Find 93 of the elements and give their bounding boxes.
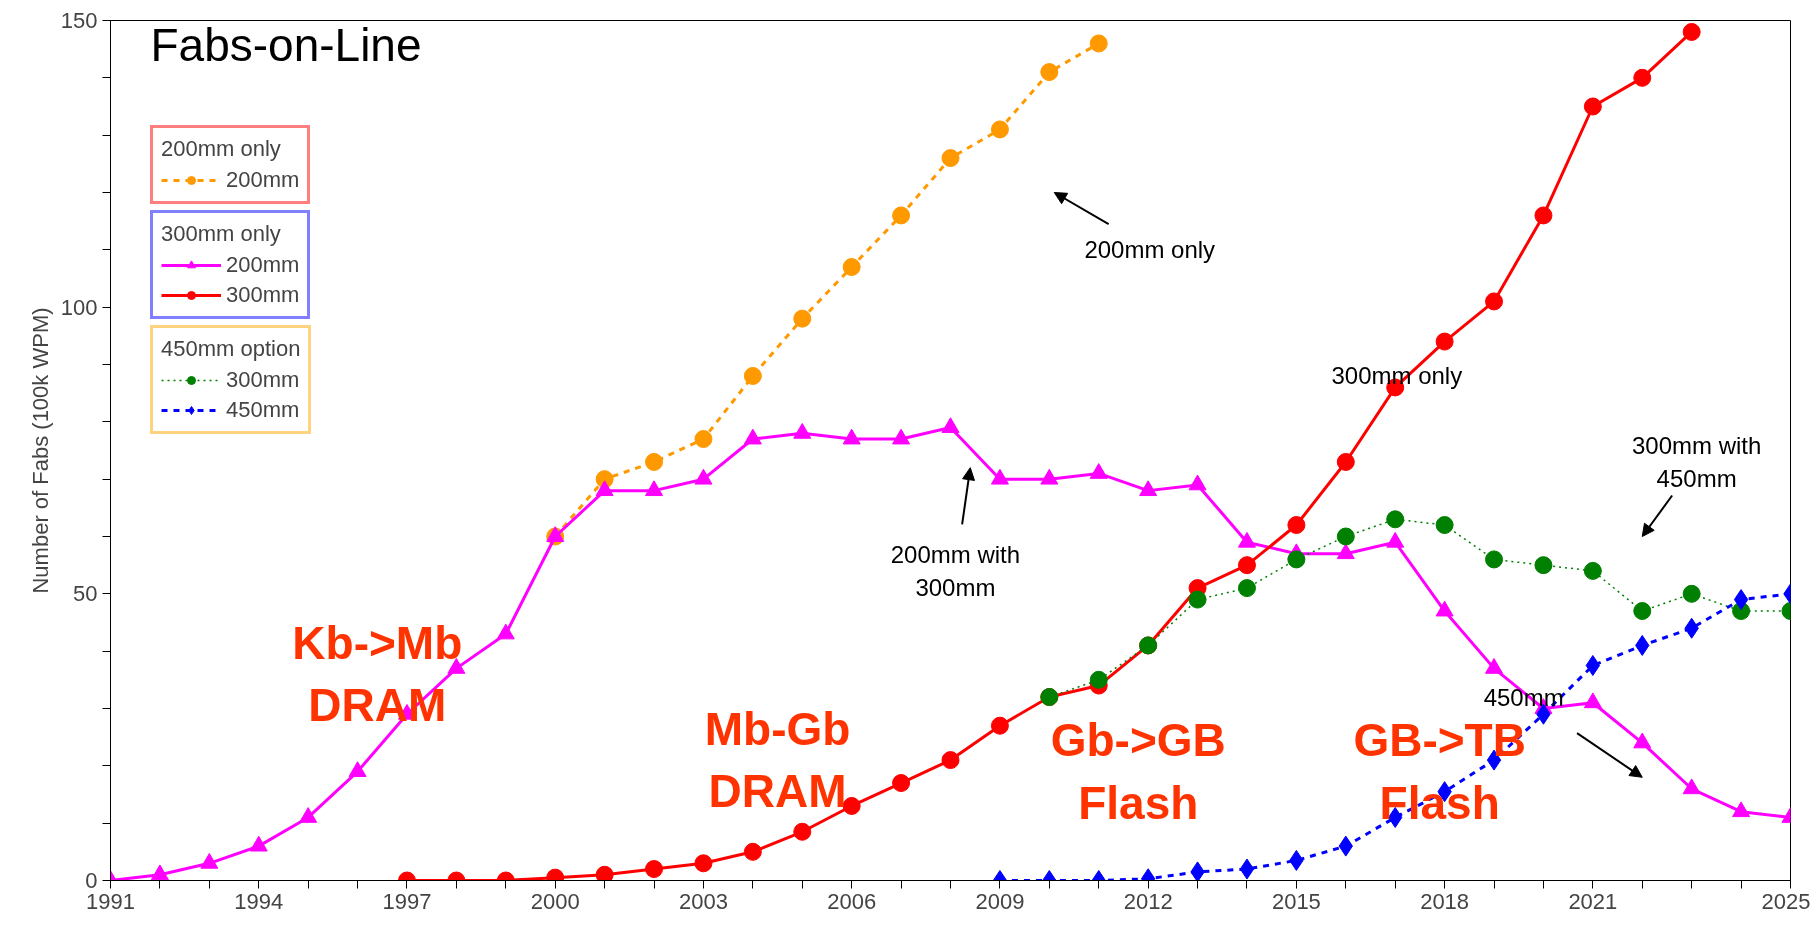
- point: [645, 860, 664, 879]
- point: [793, 309, 812, 328]
- point: [1435, 332, 1454, 351]
- point: [645, 452, 664, 471]
- point: [941, 751, 960, 770]
- x-tick-label: 1994: [234, 888, 284, 914]
- point: [1733, 589, 1749, 611]
- point: [1386, 510, 1405, 529]
- point: [1287, 516, 1306, 535]
- point: [1633, 732, 1652, 749]
- point: [941, 149, 960, 168]
- x-tick-label: 2000: [530, 888, 580, 914]
- x-tick-label: 2021: [1568, 888, 1618, 914]
- annotation: 200mm only: [161, 136, 282, 162]
- point: [1682, 584, 1701, 603]
- point: [1534, 206, 1553, 225]
- point: [447, 658, 466, 674]
- point: [1239, 858, 1255, 880]
- x-tick-label: 2006: [827, 888, 877, 914]
- point: [793, 822, 812, 841]
- annotation: Gb->GB Flash: [1050, 714, 1226, 829]
- point: [496, 623, 515, 640]
- point: [1633, 602, 1652, 621]
- annotation: 300mm only: [161, 221, 282, 247]
- point: [645, 480, 664, 497]
- point: [249, 835, 268, 852]
- point: [892, 206, 911, 225]
- point: [1237, 579, 1256, 598]
- point: [1188, 590, 1207, 609]
- point: [150, 864, 169, 881]
- legend-label: 300mm: [226, 367, 300, 393]
- point: [694, 430, 713, 449]
- point: [1583, 97, 1602, 116]
- point: [1485, 658, 1504, 674]
- point: [595, 865, 614, 881]
- point: [1682, 778, 1701, 795]
- point: [1237, 556, 1256, 575]
- annotation: Mb-Gb DRAM: [704, 702, 851, 818]
- point: [1485, 550, 1504, 569]
- legend-label: 450mm: [226, 397, 300, 423]
- point: [348, 761, 367, 777]
- point: [892, 774, 911, 793]
- point: [1583, 692, 1602, 709]
- chart-title: Fabs-on-Line: [150, 18, 422, 71]
- legend-label: 300mm: [226, 282, 300, 308]
- point: [990, 120, 1009, 139]
- point: [1040, 63, 1059, 82]
- point: [1485, 292, 1504, 311]
- y-axis-title: Number of Fabs (100k WPM): [27, 307, 53, 594]
- point: [1139, 480, 1158, 497]
- point: [299, 807, 318, 823]
- point: [743, 842, 762, 861]
- point: [1188, 474, 1207, 491]
- point: [743, 366, 762, 385]
- point: [1089, 670, 1108, 689]
- y-tick-label: 50: [73, 581, 98, 607]
- annotation: 200mm only: [1084, 236, 1216, 264]
- point: [1435, 600, 1454, 617]
- point: [1682, 22, 1701, 41]
- point: [1336, 527, 1355, 546]
- point: [1287, 550, 1306, 569]
- point: [1089, 34, 1108, 53]
- point: [595, 480, 614, 497]
- point: [1190, 861, 1205, 881]
- point: [1336, 452, 1355, 471]
- x-tick-label: 2018: [1420, 888, 1470, 914]
- y-tick-label: 150: [60, 8, 98, 33]
- point: [1089, 463, 1108, 479]
- point: [842, 796, 861, 815]
- annotation: 200mm with 300mm: [890, 541, 1021, 601]
- point: [842, 258, 861, 277]
- point: [1534, 556, 1553, 575]
- point: [1585, 655, 1601, 676]
- x-tick-label: 2009: [975, 888, 1025, 914]
- point: [990, 716, 1009, 735]
- point: [200, 852, 219, 869]
- point: [1435, 516, 1454, 535]
- legend-label: 200mm: [226, 167, 300, 193]
- x-tick-label: 2012: [1123, 888, 1173, 914]
- legend-label: 200mm: [226, 252, 300, 278]
- x-tick-label: 2025: [1761, 888, 1811, 914]
- point: [1583, 561, 1602, 580]
- point: [1732, 801, 1751, 818]
- x-tick-label: 1997: [382, 888, 432, 914]
- x-tick-label: 2015: [1271, 888, 1321, 914]
- annotation: 300mm with 450mm: [1631, 432, 1762, 492]
- point: [1633, 68, 1652, 87]
- annotation: 450mm option: [161, 336, 301, 362]
- point: [694, 854, 713, 873]
- x-tick-label: 2003: [678, 888, 728, 914]
- point: [546, 526, 565, 542]
- point: [1336, 543, 1355, 560]
- y-tick-label: 100: [60, 294, 98, 320]
